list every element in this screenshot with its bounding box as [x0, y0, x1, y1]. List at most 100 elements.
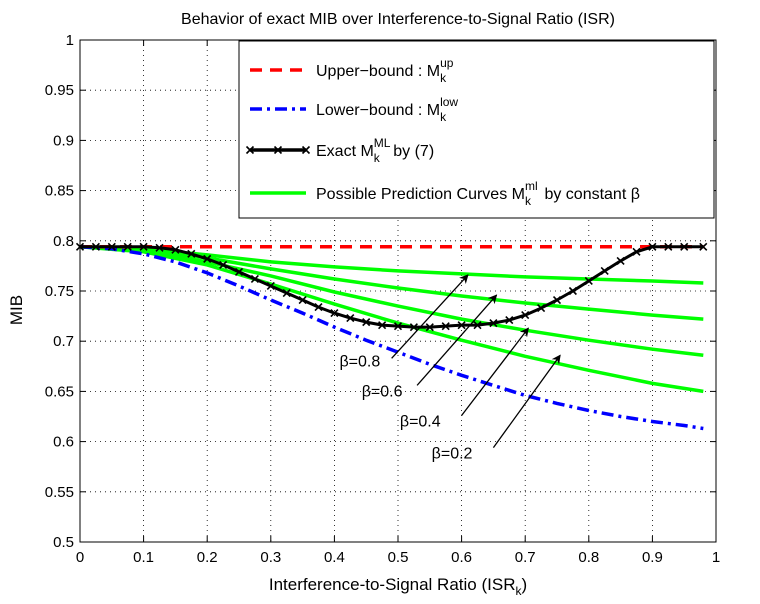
exact-mib-point	[699, 242, 708, 251]
y-tick-label: 0.7	[53, 333, 74, 350]
exact-mib-point	[155, 243, 164, 252]
exact-mib-point	[187, 249, 196, 258]
exact-mib-point	[91, 242, 100, 251]
prediction-curve-line	[79, 245, 704, 358]
x-tick-label: 0	[76, 549, 84, 566]
exact-mib-point	[346, 314, 355, 323]
legend-label-lower: Lower−bound : Mklow	[316, 95, 458, 124]
y-tick-label: 0.5	[53, 534, 74, 551]
exact-mib-point	[393, 322, 403, 331]
exact-mib-point	[266, 281, 275, 291]
exact-mib-point	[441, 322, 450, 331]
legend-label-sub: k	[374, 151, 381, 165]
axes: 0 0.1 0.2 0.3 0.4 0.5 0.6 0.7 0.8 0.9 1 0.5 0.55 0.6 0…	[45, 32, 720, 566]
y-tick-label: 0.85	[45, 183, 74, 200]
exact-mib-point	[425, 323, 434, 332]
exact-mib-point	[234, 267, 244, 276]
exact-mib-point	[123, 242, 132, 251]
beta-arrow	[492, 354, 561, 449]
exact-mib-point	[584, 276, 593, 286]
exact-mib-point	[505, 316, 514, 325]
x-axis-label-main: Interference-to-Signal Ratio (ISR	[269, 575, 516, 594]
exact-mib-point	[298, 295, 307, 305]
exact-mib-point	[457, 321, 466, 330]
exact-mib-point	[171, 245, 180, 254]
y-tick-label: 0.6	[53, 434, 74, 451]
y-tick-label: 0.9	[53, 132, 74, 149]
x-tick-label: 0.8	[578, 549, 599, 566]
beta-arrow	[391, 274, 469, 359]
exact-mib-point	[537, 304, 546, 313]
y-tick-label: 0.65	[45, 383, 74, 400]
legend-marker	[273, 145, 283, 155]
exact-mib-point	[203, 254, 212, 263]
legend-label-sub: k	[440, 110, 447, 124]
series-group	[75, 242, 708, 431]
exact-mib-point	[680, 242, 689, 251]
exact-mib-point	[648, 242, 657, 251]
prediction-curve-line	[79, 245, 704, 394]
exact-mib-point	[314, 302, 323, 312]
legend-box	[238, 40, 715, 219]
exact-mib-point	[378, 321, 387, 330]
x-tick-label: 0.5	[388, 549, 409, 566]
exact-mib-point	[489, 319, 498, 328]
y-tick-label: 0.55	[45, 484, 74, 501]
exact-mib-point	[616, 256, 625, 265]
legend-label-suffix: by (7)	[389, 143, 434, 160]
beta-label: β=0.2	[432, 446, 473, 463]
exact-mib-point	[600, 266, 609, 275]
legend-label-main: Exact M	[316, 143, 374, 160]
annotation-group: β=0.8 β=0.6 β=0.4 β=0.2	[339, 274, 561, 463]
x-tick-label: 0.1	[133, 549, 154, 566]
y-tick-label: 0.75	[45, 283, 74, 300]
x-axis-label-sub: k	[515, 584, 522, 598]
exact-mib-point	[409, 323, 418, 332]
legend-label-suffix: by constant β	[540, 186, 640, 203]
x-tick-label: 1	[712, 549, 720, 566]
exact-mib-point	[107, 242, 116, 251]
x-axis-label-close: )	[521, 575, 527, 594]
exact-mib-line	[80, 245, 704, 329]
chart-title: Behavior of exact MIB over Interference-…	[181, 11, 615, 28]
y-axis-label: MIB	[7, 295, 26, 325]
legend-marker	[245, 145, 255, 155]
prediction-curve-line	[79, 245, 704, 321]
beta-arrow	[416, 294, 498, 386]
x-tick-label: 0.4	[324, 549, 345, 566]
exact-mib-point	[473, 321, 482, 330]
exact-mib-point	[282, 288, 291, 298]
y-tick-label: 0.8	[53, 233, 74, 250]
exact-mib-point	[568, 286, 577, 296]
y-tick-label: 0.95	[45, 82, 74, 99]
x-axis-label: Interference-to-Signal Ratio (ISRk)	[269, 575, 527, 598]
exact-mib-point	[632, 247, 641, 256]
legend-label-exact: Exact MkML by (7)	[316, 136, 434, 165]
beta-arrow	[461, 327, 529, 416]
exact-mib-point	[250, 274, 259, 284]
legend-label-prediction: Possible Prediction Curves Mkml by const…	[316, 179, 640, 208]
x-tick-label: 0.2	[197, 549, 218, 566]
legend-label-main: Upper−bound : M	[316, 63, 440, 80]
legend-label-sup: ml	[525, 179, 538, 193]
x-tick-label: 0.9	[642, 549, 663, 566]
legend-label-main: Possible Prediction Curves M	[316, 186, 525, 203]
exact-mib-point	[552, 295, 562, 305]
legend-label-sub: k	[525, 194, 532, 208]
x-tick-label: 0.3	[260, 549, 281, 566]
lower-bound-line	[79, 245, 704, 431]
exact-mib-point	[664, 242, 673, 251]
exact-mib-point	[521, 311, 530, 320]
legend-label-sub: k	[440, 71, 447, 85]
beta-label: β=0.4	[400, 414, 441, 431]
legend-label-main: Lower−bound : M	[316, 102, 440, 119]
beta-label: β=0.6	[362, 383, 403, 400]
legend-label-sup: low	[440, 95, 458, 109]
legend-label-upper: Upper−bound : Mkup	[316, 56, 454, 85]
exact-mib-point	[330, 309, 339, 318]
beta-label: β=0.8	[339, 353, 380, 370]
legend-label-sup: ML	[374, 136, 391, 150]
y-tick-label: 1	[66, 32, 74, 49]
